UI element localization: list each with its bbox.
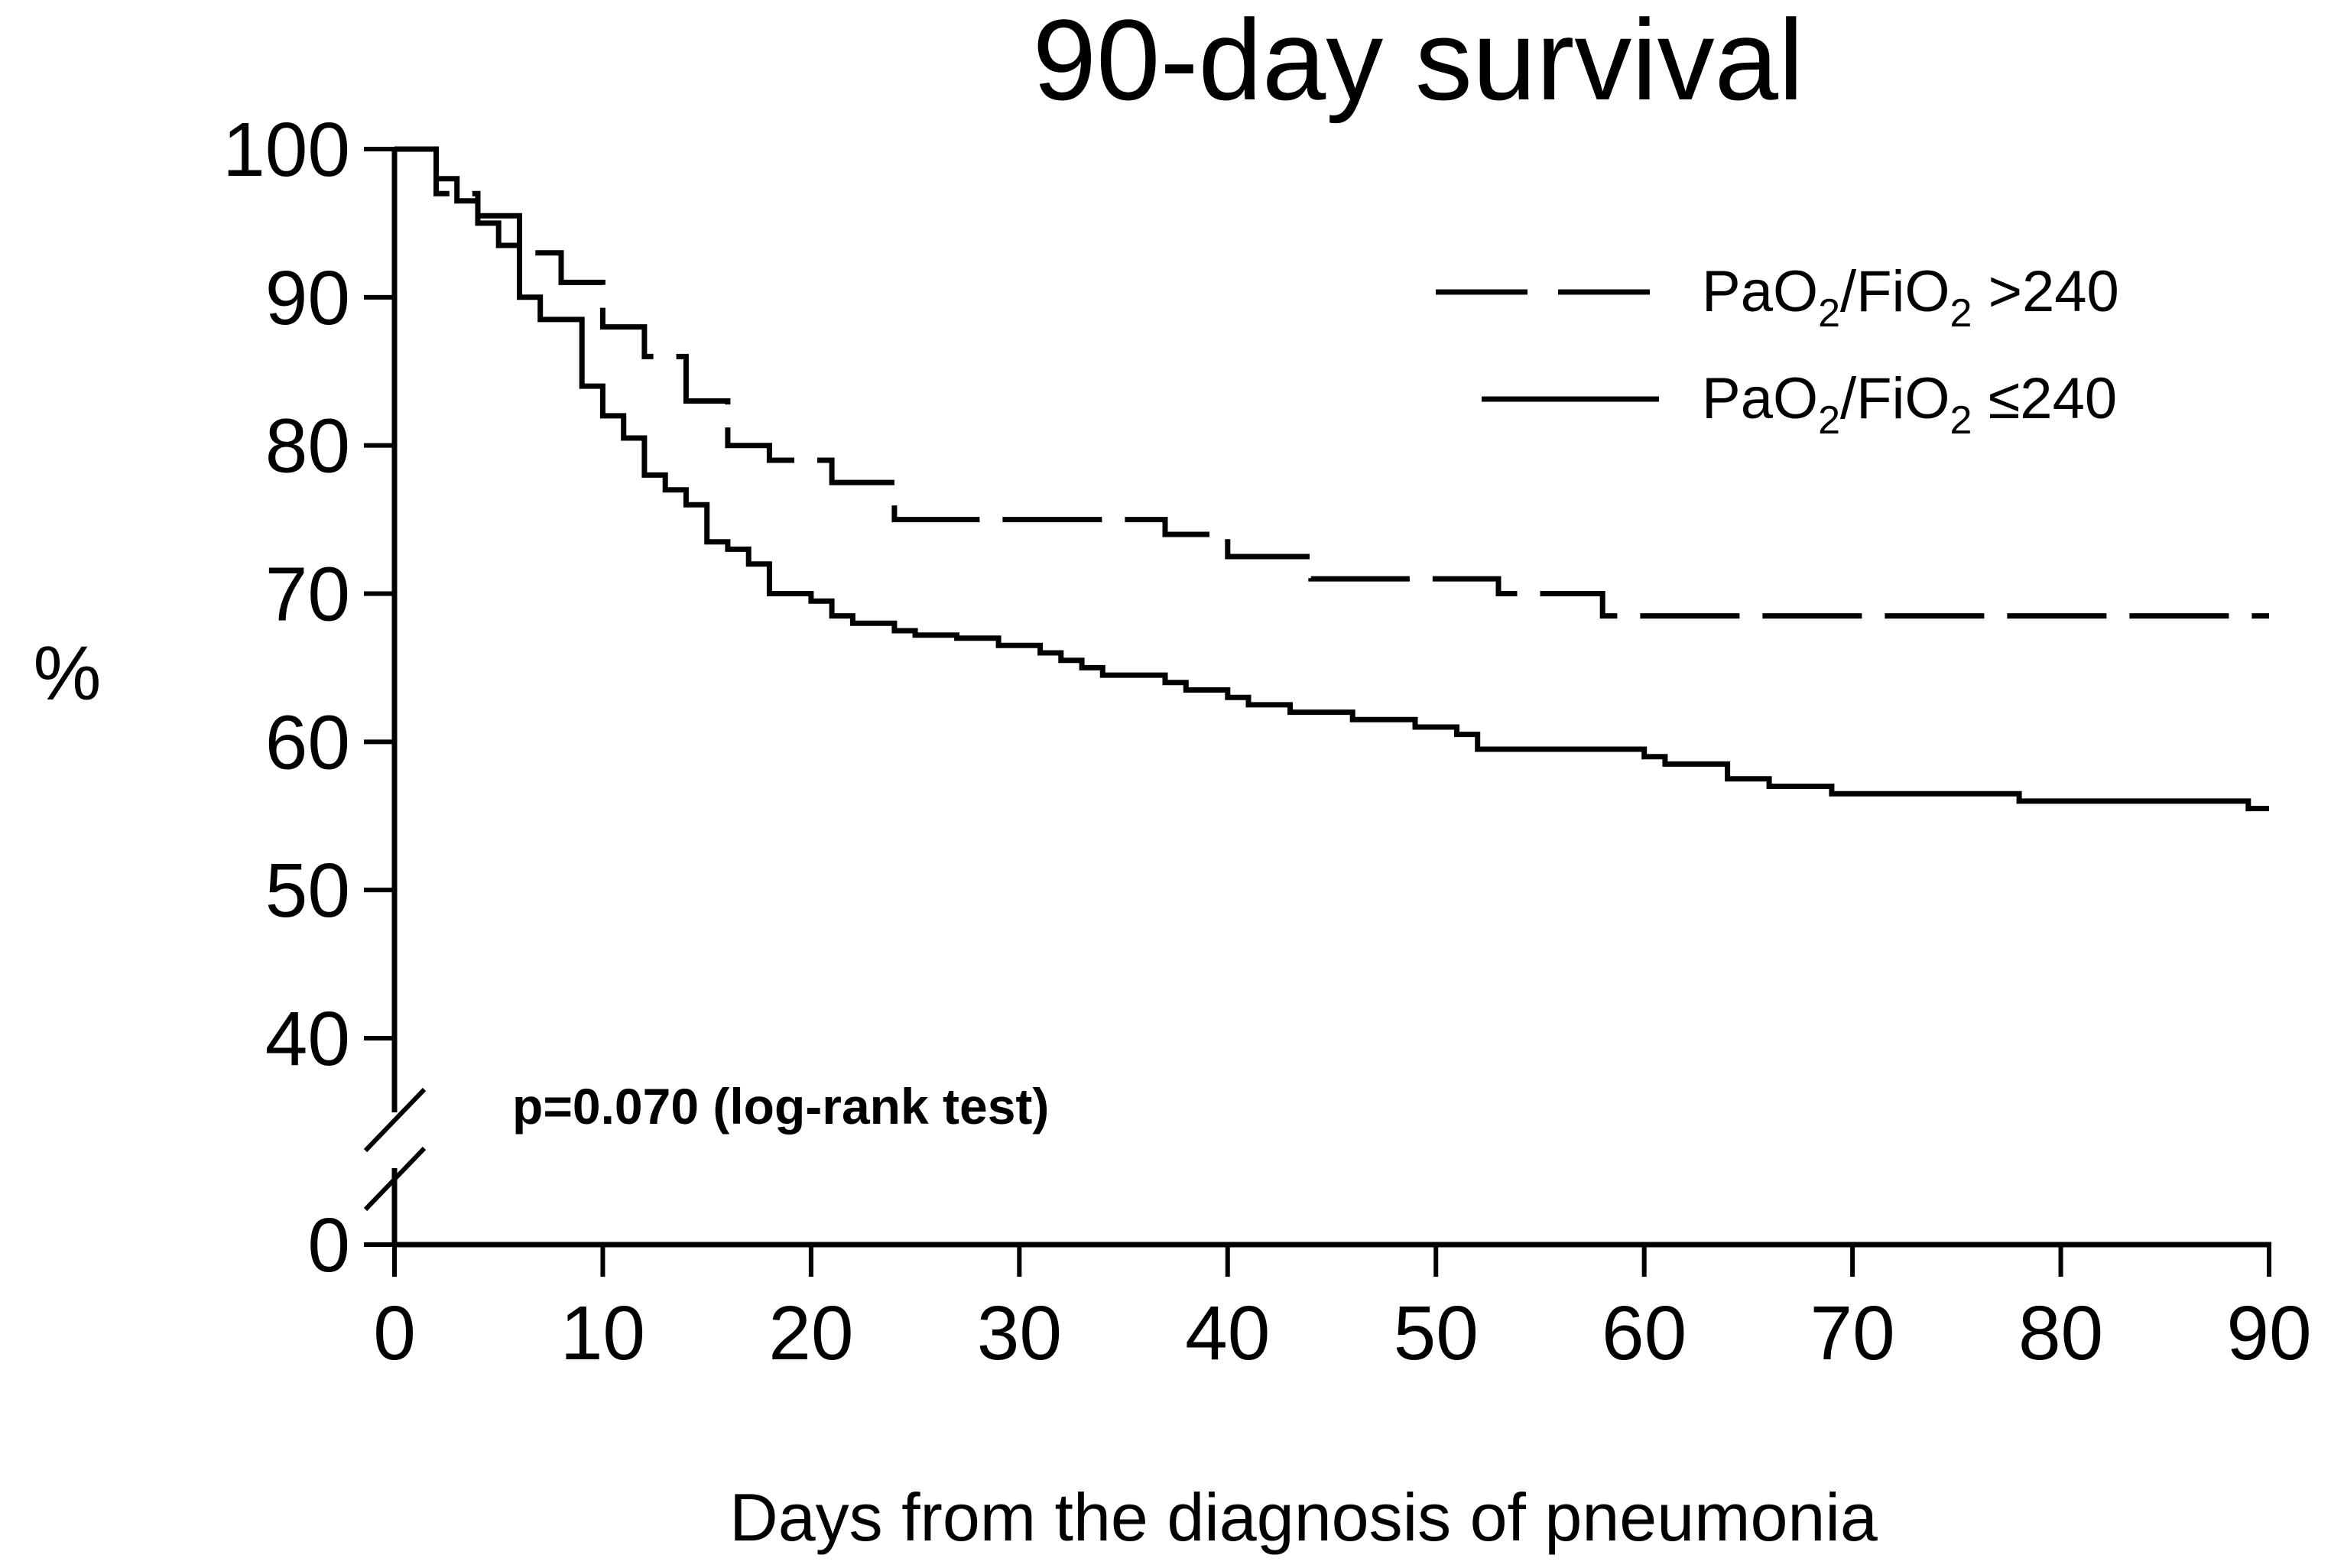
series-line-high-ratio bbox=[394, 146, 2269, 619]
y-tick-label: 50 bbox=[265, 848, 350, 933]
x-tick-label: 40 bbox=[1185, 1290, 1270, 1376]
chart-title: 90-day survival bbox=[1033, 0, 1804, 124]
x-axis-label: Days from the diagnosis of pneumonia bbox=[729, 1479, 1878, 1555]
y-tick-label: 100 bbox=[222, 107, 350, 193]
y-axis-label: % bbox=[34, 631, 102, 716]
series-group bbox=[394, 146, 2269, 812]
axis-break-mark-lower bbox=[363, 1146, 427, 1212]
axis-break-mark-upper bbox=[363, 1087, 427, 1153]
x-tick-label: 70 bbox=[1810, 1290, 1894, 1376]
legend-label-2: PaO2/FiO2 ≤240 bbox=[1702, 366, 2117, 443]
y-tick-label: 0 bbox=[307, 1203, 350, 1288]
legend: PaO2/FiO2 >240 PaO2/FiO2 ≤240 bbox=[1436, 259, 2119, 443]
series-line-low-ratio bbox=[394, 146, 2269, 812]
y-tick-label: 90 bbox=[265, 255, 350, 341]
x-tick-label: 0 bbox=[373, 1290, 416, 1376]
y-tick-label: 40 bbox=[265, 996, 350, 1082]
legend-label-1: PaO2/FiO2 >240 bbox=[1702, 259, 2119, 336]
x-tick-label: 60 bbox=[1602, 1290, 1687, 1376]
y-tick-label: 70 bbox=[265, 552, 350, 638]
x-tick-label: 30 bbox=[977, 1290, 1062, 1376]
x-tick-label: 20 bbox=[768, 1290, 853, 1376]
x-tick-label: 10 bbox=[560, 1290, 645, 1376]
axes bbox=[363, 149, 2271, 1248]
y-tick-label: 60 bbox=[265, 700, 350, 785]
ticks: 0 10 20 30 40 50 60 70 80 90 0 40 50 60 70 80 90 100 bbox=[222, 107, 2311, 1376]
x-tick-label: 80 bbox=[2018, 1290, 2103, 1376]
y-tick-label: 80 bbox=[265, 404, 350, 489]
x-tick-label: 90 bbox=[2226, 1290, 2311, 1376]
p-value-annotation: p=0.070 (log-rank test) bbox=[512, 1078, 1049, 1135]
x-tick-label: 50 bbox=[1394, 1290, 1479, 1376]
